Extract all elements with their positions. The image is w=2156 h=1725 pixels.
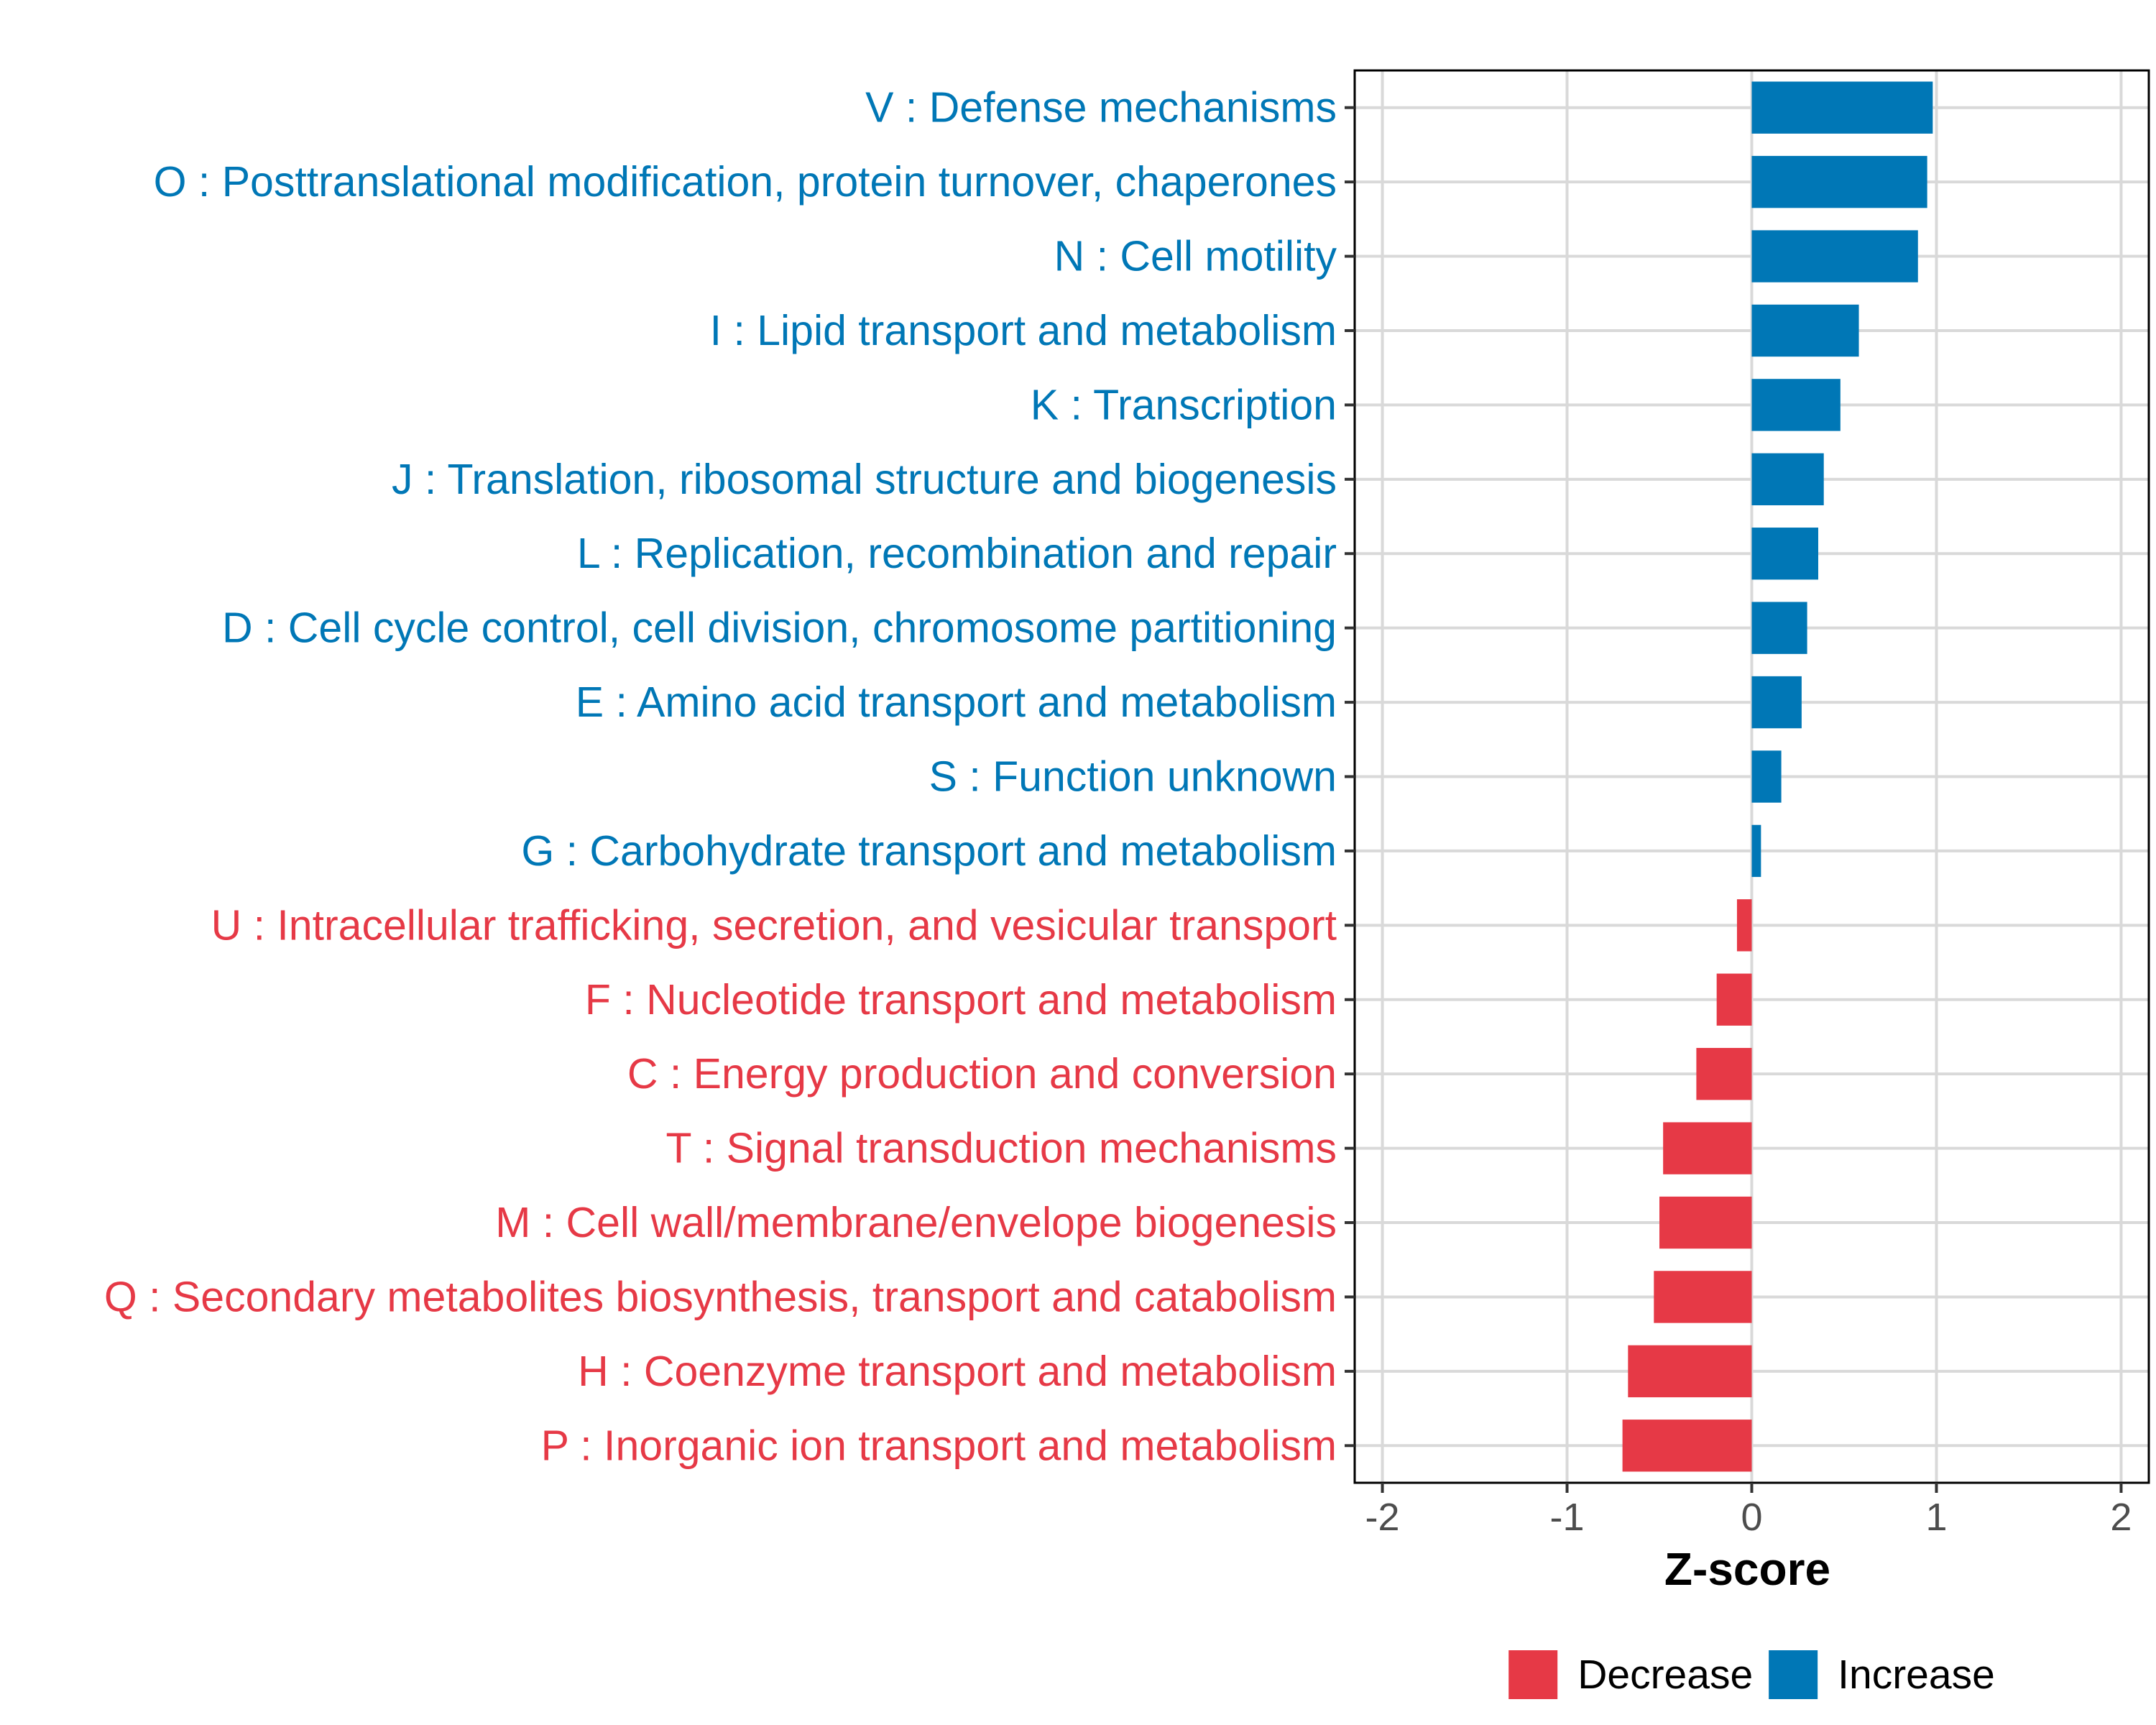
category-label: P : Inorganic ion transport and metaboli… — [541, 1422, 1337, 1469]
legend-key-decrease — [1508, 1650, 1558, 1699]
legend-label-increase: Increase — [1838, 1652, 1995, 1698]
bar-m — [1659, 1196, 1752, 1249]
category-label: Q : Secondary metabolites biosynthesis, … — [104, 1273, 1337, 1320]
category-label: G : Carbohydrate transport and metabolis… — [521, 827, 1337, 875]
legend-label-decrease: Decrease — [1577, 1652, 1753, 1698]
category-label: V : Defense mechanisms — [865, 84, 1337, 132]
category-label: K : Transcription — [1031, 381, 1337, 428]
category-label: T : Signal transduction mechanisms — [665, 1125, 1337, 1172]
bar-o — [1751, 155, 1927, 208]
x-tick-label: 2 — [2110, 1496, 2132, 1539]
bar-p — [1622, 1420, 1752, 1472]
legend-key-increase — [1769, 1650, 1818, 1699]
category-label: J : Translation, ribosomal structure and… — [392, 456, 1337, 503]
y-axis-ticks — [1345, 106, 1355, 1448]
bar-h — [1628, 1345, 1752, 1398]
category-labels: V : Defense mechanisms O : Posttranslatio… — [104, 84, 1337, 1470]
bar-j — [1751, 453, 1824, 506]
category-label: O : Posttranslational modification, prot… — [154, 158, 1337, 206]
bar-n — [1751, 230, 1918, 282]
category-label: S : Function unknown — [929, 753, 1337, 801]
bar-k — [1751, 379, 1841, 431]
category-label: F : Nucleotide transport and metabolism — [585, 976, 1337, 1024]
bar-i — [1751, 304, 1859, 357]
bar-d — [1751, 602, 1807, 654]
bar-s — [1751, 750, 1782, 803]
bar-v — [1751, 81, 1933, 134]
category-label: H : Coenzyme transport and metabolism — [578, 1348, 1337, 1395]
bar-c — [1696, 1047, 1752, 1100]
bars — [1622, 81, 1933, 1472]
bar-u — [1736, 899, 1752, 952]
x-tick-label: -1 — [1550, 1496, 1585, 1539]
bar-e — [1751, 676, 1802, 729]
bar-l — [1751, 528, 1819, 580]
category-label: D : Cell cycle control, cell division, c… — [222, 604, 1337, 652]
bar-f — [1716, 973, 1752, 1026]
bar-g — [1751, 824, 1761, 878]
category-label: C : Energy production and conversion — [627, 1050, 1337, 1098]
category-label: L : Replication, recombination and repai… — [577, 530, 1337, 577]
category-label: M : Cell wall/membrane/envelope biogenes… — [495, 1199, 1337, 1246]
category-label: U : Intracellular trafficking, secretion… — [211, 901, 1337, 949]
bar-t — [1663, 1122, 1752, 1174]
category-label: E : Amino acid transport and metabolism — [576, 678, 1337, 726]
category-label: N : Cell motility — [1054, 233, 1337, 280]
x-tick-label: 0 — [1741, 1496, 1762, 1539]
category-label: I : Lipid transport and metabolism — [710, 307, 1337, 354]
x-axis-title: Z-score — [1664, 1543, 1830, 1595]
x-tick-label: -2 — [1365, 1496, 1400, 1539]
legend: Decrease Increase — [1508, 1650, 1995, 1699]
x-tick-label: 1 — [1925, 1496, 1947, 1539]
x-axis-ticks: -2 -1 0 1 2 — [1365, 1483, 2132, 1539]
bar-q — [1654, 1271, 1752, 1323]
